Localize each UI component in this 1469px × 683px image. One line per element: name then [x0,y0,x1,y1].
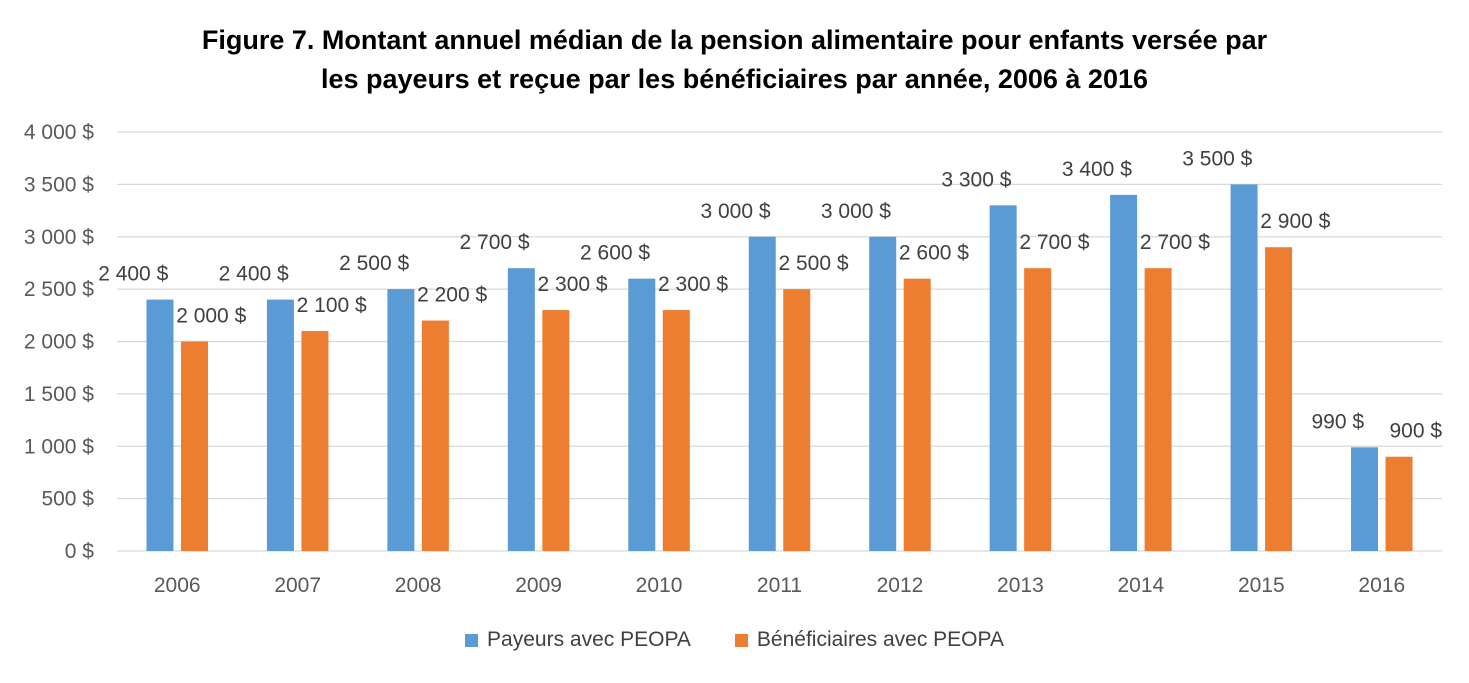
data-label: 2 300 $ [658,273,728,296]
data-label: 2 900 $ [1260,210,1330,233]
bar [387,289,415,551]
bar [1230,184,1258,551]
data-label: 2 600 $ [580,242,650,265]
data-label: 2 400 $ [219,263,289,286]
bar [180,341,208,551]
bar [628,278,656,551]
x-tick-label: 2014 [1118,574,1165,597]
x-tick-label: 2016 [1358,574,1405,597]
bar [1110,194,1138,551]
bar [783,289,811,551]
bar [1351,447,1379,551]
y-tick-label: 4 000 $ [24,121,94,144]
bar [662,310,690,551]
data-label: 990 $ [1311,410,1364,433]
data-label: 2 500 $ [778,252,848,275]
bar [1024,268,1052,551]
bar [146,299,174,551]
legend-label-payeurs: Payeurs avec PEOPA [487,628,691,651]
x-tick-label: 2008 [395,574,442,597]
x-tick-label: 2010 [636,574,683,597]
data-label: 3 300 $ [941,168,1011,191]
x-tick-label: 2012 [877,574,924,597]
data-label: 2 700 $ [460,231,530,254]
y-tick-label: 1 500 $ [24,383,94,406]
x-tick-label: 2011 [757,574,802,597]
y-tick-label: 3 000 $ [24,226,94,249]
bar [1265,247,1293,551]
legend-swatch-payeurs [465,633,479,647]
x-tick-label: 2013 [997,574,1044,597]
y-tick-label: 2 500 $ [24,278,94,301]
x-tick-label: 2007 [274,574,321,597]
bar [869,236,897,551]
data-label: 3 500 $ [1182,147,1252,170]
bar [1144,268,1172,551]
chart-title-line-1: Figure 7. Montant annuel médian de la pe… [201,25,1268,55]
bar [421,320,449,551]
data-label: 2 400 $ [98,263,168,286]
data-label: 2 200 $ [417,284,487,307]
x-tick-label: 2009 [515,574,562,597]
y-tick-label: 2 000 $ [24,331,94,354]
legend-label-beneficiaires: Bénéficiaires avec PEOPA [756,628,1004,651]
legend-item-payeurs: Payeurs avec PEOPA [465,628,691,652]
data-label: 3 000 $ [821,200,891,223]
bar [266,299,294,551]
data-label: 2 700 $ [1019,231,1089,254]
data-label: 2 300 $ [538,273,608,296]
bar [989,205,1017,551]
y-tick-label: 500 $ [41,488,94,511]
data-label: 3 000 $ [700,200,770,223]
legend-swatch-beneficiaires [734,633,748,647]
bar [748,236,776,551]
data-label: 900 $ [1389,420,1442,443]
x-tick-label: 2015 [1238,574,1285,597]
legend-item-beneficiaires: Bénéficiaires avec PEOPA [734,628,1004,652]
y-tick-label: 1 000 $ [24,435,94,458]
bar [301,331,329,551]
data-label: 2 600 $ [899,242,969,265]
y-tick-label: 0 $ [65,540,95,563]
bar [507,268,535,551]
chart-title-line-2: les payeurs et reçue par les bénéficiair… [321,64,1148,94]
data-label: 2 500 $ [339,252,409,275]
data-label: 2 700 $ [1140,231,1210,254]
data-label: 2 000 $ [176,305,246,328]
y-tick-label: 3 500 $ [24,173,94,196]
data-label: 3 400 $ [1062,158,1132,181]
legend: Payeurs avec PEOPA Bénéficiaires avec PE… [0,628,1469,652]
x-tick-label: 2006 [154,574,201,597]
data-label: 2 100 $ [297,294,367,317]
bar [1385,456,1413,551]
bar [903,278,931,551]
bar [542,310,570,551]
